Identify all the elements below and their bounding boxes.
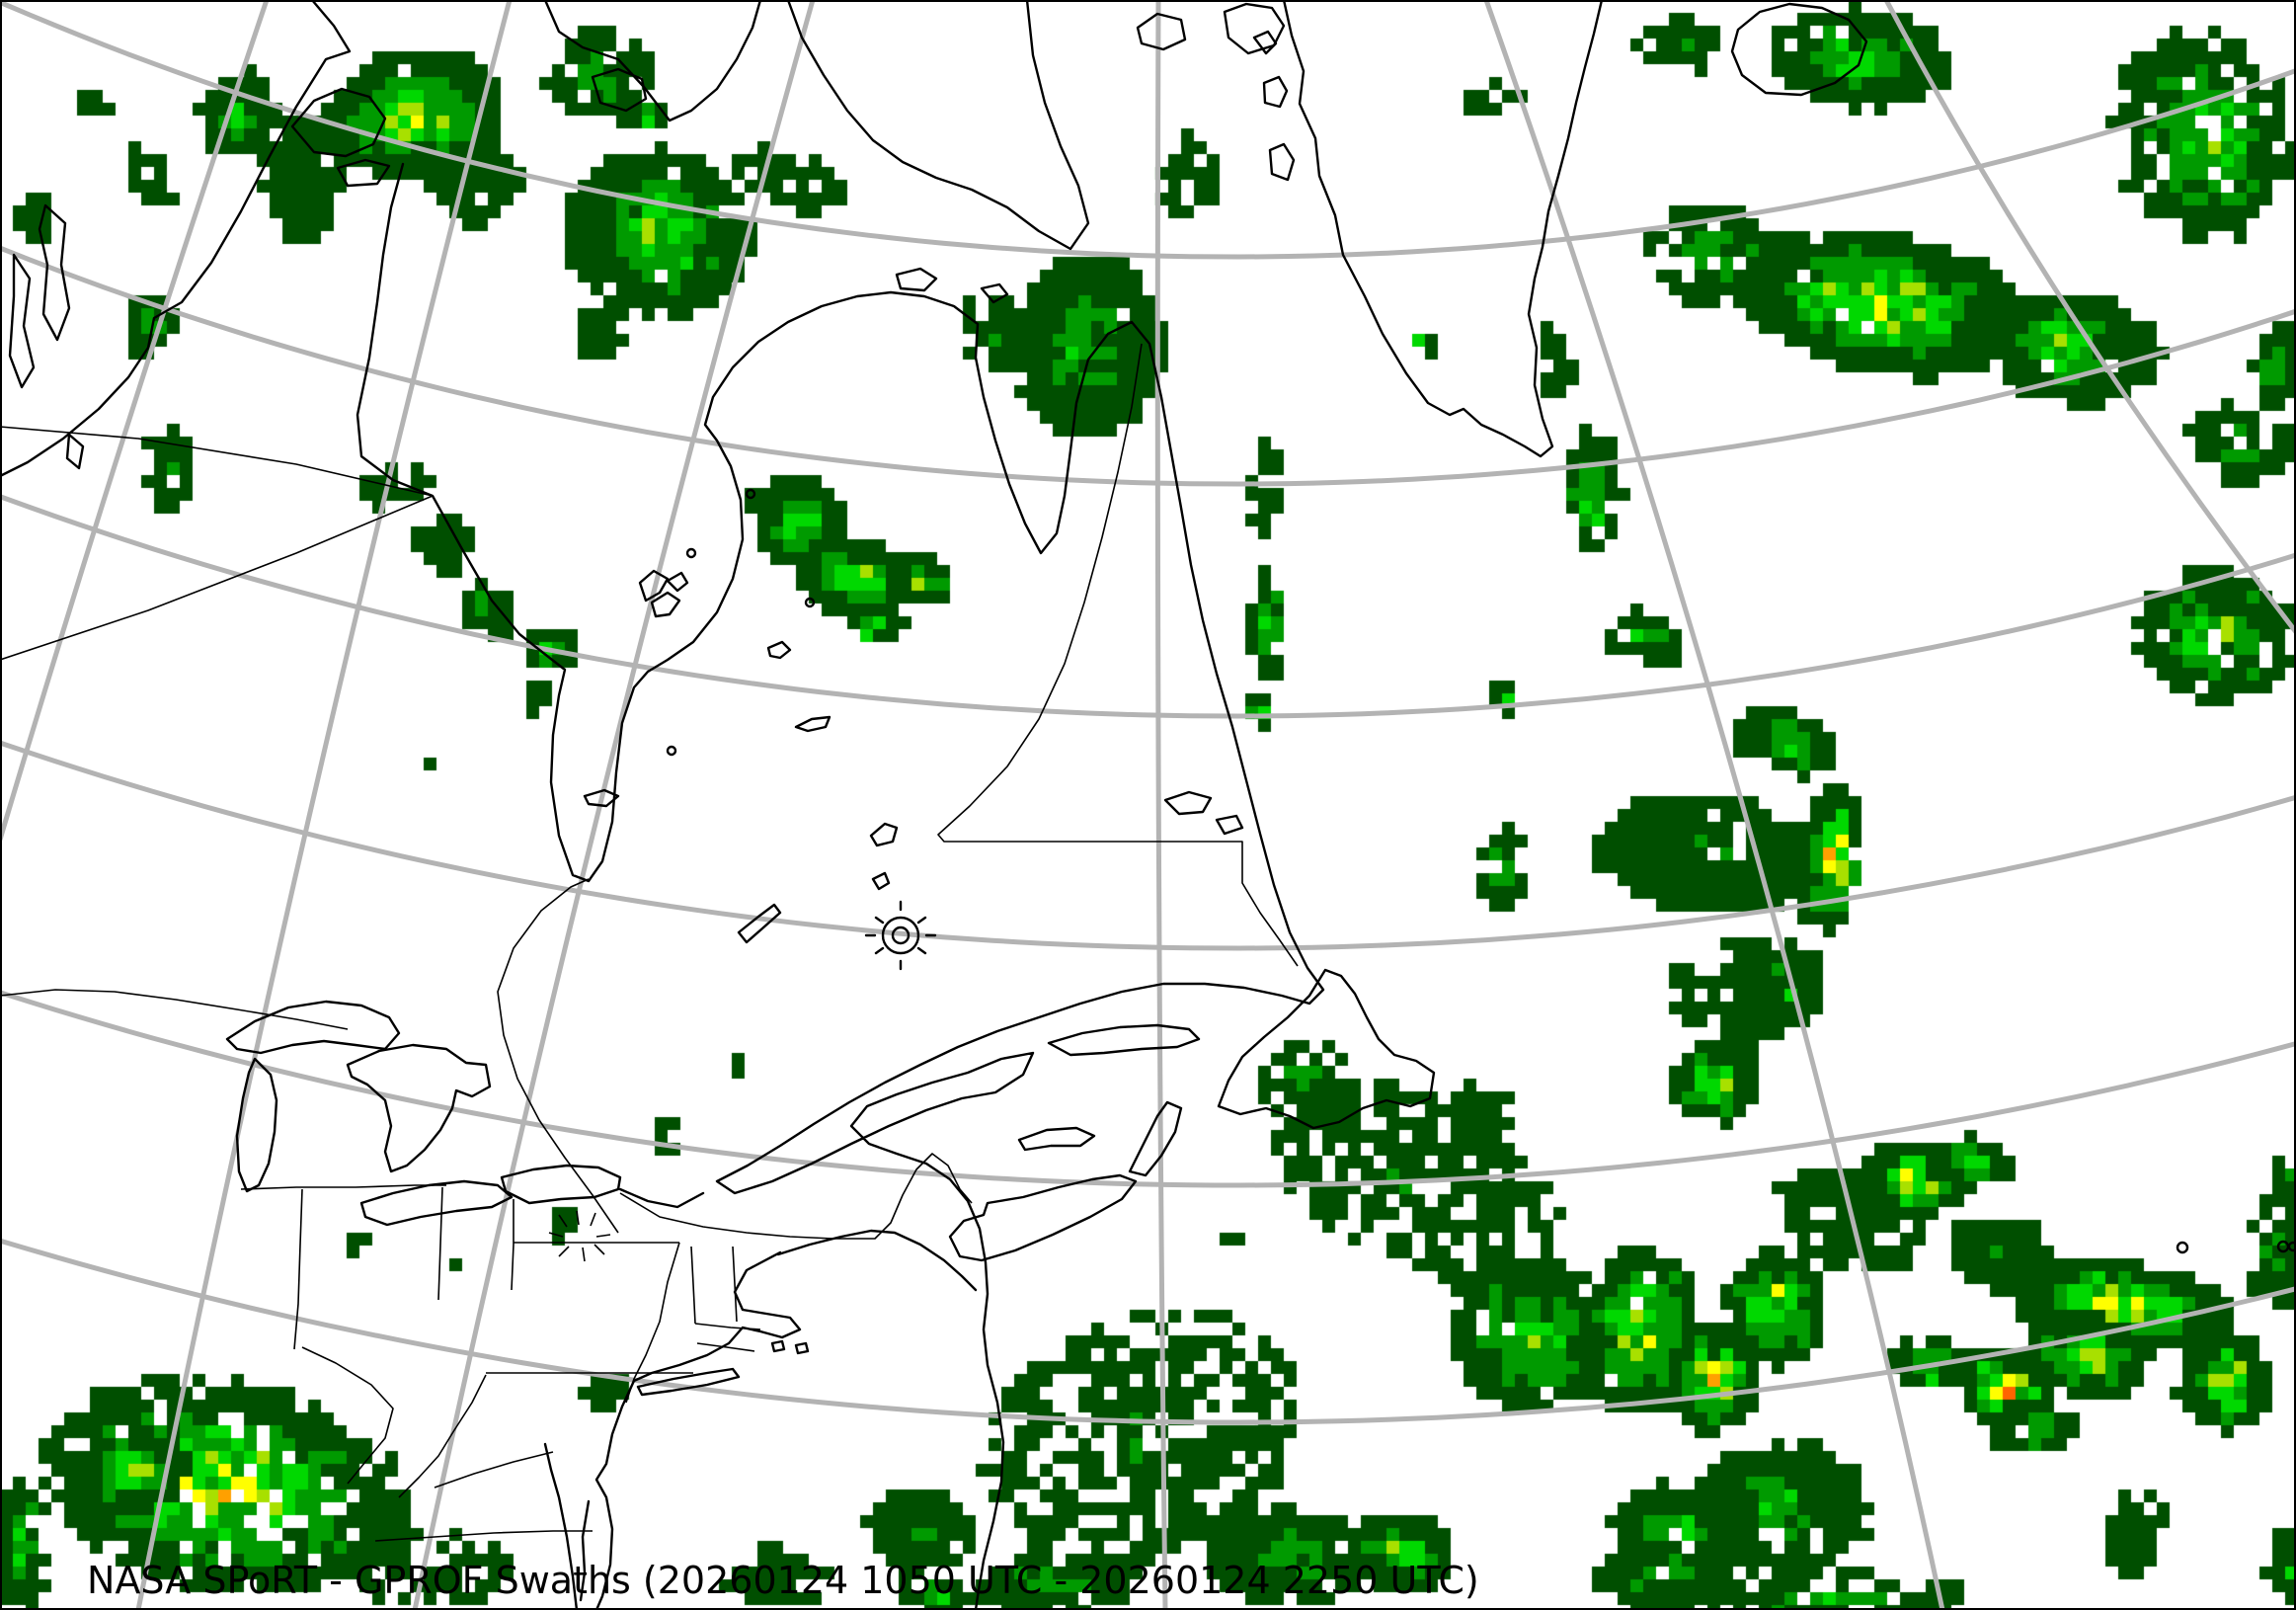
graticule-parallel xyxy=(0,986,2296,1185)
border-oh-pa xyxy=(512,1199,514,1290)
coastline-hudson-bay-quebec-labrador xyxy=(357,164,1323,1610)
coastline-nw-mainland xyxy=(0,0,350,476)
quebec-pond-1 xyxy=(687,549,695,557)
manicouagan-ring-inner xyxy=(893,927,909,943)
cape-cod-islands xyxy=(772,1341,808,1353)
border-new-england xyxy=(691,1247,760,1351)
graticule-meridian xyxy=(138,0,510,1610)
graticule-meridian xyxy=(415,0,813,1610)
product-caption: NASA SPoRT - GPROF Swaths (20260124 1050… xyxy=(87,1559,1479,1602)
border-ky-appalachia xyxy=(302,1347,393,1484)
coastline-pei xyxy=(1019,1128,1094,1150)
coastline-maine xyxy=(778,1231,976,1290)
coastline-akimiski-island xyxy=(585,790,618,806)
graticule-meridian xyxy=(1886,0,2296,632)
coastline-cape-breton xyxy=(1130,1102,1181,1175)
quebec-pond-3 xyxy=(806,599,814,606)
coastline-atlantic-northeast xyxy=(596,1252,800,1610)
graticule-meridian xyxy=(1486,0,1942,1610)
quebec-lakes xyxy=(739,824,897,942)
labrador-lakes xyxy=(1165,792,1242,834)
graticule-meridian xyxy=(1157,0,1165,1610)
border-mi-in-oh xyxy=(241,1185,446,1189)
border-wv-va xyxy=(399,1375,553,1497)
coastline-baffin-main xyxy=(788,0,1088,249)
graticule-parallel xyxy=(0,1235,2296,1422)
lake-superior xyxy=(227,1002,399,1053)
border-us-canada-west xyxy=(0,990,348,1029)
border-prairie-2 xyxy=(0,427,433,496)
coastline-anticosti xyxy=(1049,1025,1199,1055)
coastline-baffin-west xyxy=(545,0,760,121)
border-quebec-labrador xyxy=(938,344,1298,966)
manicouagan-spikes xyxy=(866,902,935,969)
coastline-nova-scotia xyxy=(950,1175,1136,1260)
coastline-arctic-islands xyxy=(1138,4,1284,53)
coastline-belcher-islands xyxy=(640,571,687,616)
lake-erie xyxy=(361,1181,512,1225)
border-prairie-1 xyxy=(0,496,433,660)
coastline-greenland xyxy=(1284,0,1602,456)
graticule-parallel xyxy=(0,736,2296,948)
baffin-lake xyxy=(593,69,646,111)
islet-a xyxy=(2177,1243,2187,1252)
lake-huron xyxy=(348,1045,490,1171)
st-lawrence-river xyxy=(620,1189,703,1207)
coastline-newfoundland xyxy=(1219,970,1434,1128)
border-ontario-quebec xyxy=(498,879,618,1233)
coastline-chesapeake xyxy=(545,1444,589,1610)
lake-michigan xyxy=(237,1059,277,1191)
border-in-oh xyxy=(438,1187,442,1300)
coastline-iceland xyxy=(1732,4,1866,95)
political-borders xyxy=(0,344,1298,1541)
adirondack-hachures xyxy=(549,1211,610,1261)
coastline-greenland-islands xyxy=(1254,32,1294,180)
manitoba-lakes xyxy=(10,205,83,468)
islet-c xyxy=(2289,1243,2296,1250)
graticule-parallel xyxy=(0,0,2296,257)
border-va-nc xyxy=(375,1531,593,1541)
hudson-strait-islands xyxy=(897,269,1007,302)
graticule-parallel xyxy=(0,489,2296,716)
coastline-southampton-island xyxy=(292,89,385,156)
graticule-parallel xyxy=(0,240,2296,484)
coastline-coats-island xyxy=(338,160,389,186)
border-us-canada-east xyxy=(620,1154,972,1239)
coastline-long-island xyxy=(638,1369,739,1395)
border-delaware-river xyxy=(626,1243,679,1403)
quebec-pond-4 xyxy=(668,747,675,755)
coastline-sleeper-islands xyxy=(768,642,830,731)
islet-b xyxy=(2278,1242,2288,1251)
lake-ontario xyxy=(502,1166,620,1203)
quebec-pond-2 xyxy=(747,490,754,498)
manicouagan-ring-outer xyxy=(883,918,918,953)
border-il-in xyxy=(294,1189,302,1349)
graticule-meridian xyxy=(0,0,267,840)
